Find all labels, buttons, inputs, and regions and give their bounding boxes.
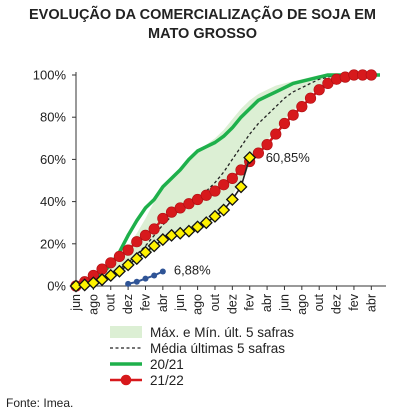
point-22-23 — [243, 151, 257, 165]
y-tick-label: 20% — [40, 236, 66, 251]
point-22-23 — [112, 264, 126, 278]
x-tick-label: abr — [260, 294, 274, 312]
point-21-22 — [148, 223, 160, 235]
x-tick-label: out — [104, 293, 118, 311]
point-22-23 — [182, 224, 196, 238]
chart-plot: 0%20%40%60%80%100%jun ago out dez fev abr jun a… — [33, 68, 386, 388]
x-tick-label: ago — [191, 294, 205, 315]
chart-title: EVOLUÇÃO DA COMERCIALIZAÇÃO DE SOJA EM M… — [0, 6, 405, 44]
x-tick-label: dez — [225, 294, 239, 314]
point-22-23 — [104, 268, 118, 282]
legend-label: Média últimas 5 safras — [150, 341, 285, 356]
point-21-22 — [209, 185, 221, 197]
x-tick-label: out — [208, 293, 222, 311]
point-21-22 — [139, 229, 152, 241]
y-tick-label: 60% — [40, 152, 66, 167]
point-22-23 — [130, 252, 144, 266]
legend-swatch-band — [110, 326, 142, 338]
point-22-23 — [199, 216, 213, 230]
point-21-22 — [105, 257, 117, 269]
x-tick-label: jun — [277, 294, 291, 312]
point-21-22 — [252, 147, 264, 159]
point-22-23 — [191, 220, 205, 234]
point-21-22 — [96, 263, 108, 275]
x-tick-label: fev — [243, 293, 257, 310]
legend-label: Máx. e Mín. últ. 5 safras — [150, 325, 294, 340]
x-tick-label: jun — [173, 294, 187, 312]
point-21-22 — [287, 109, 299, 121]
point-22-23 — [138, 245, 153, 259]
y-tick-label: 80% — [40, 110, 66, 125]
end-label-23-24: 6,88% — [174, 262, 211, 277]
series-line-20-21 — [75, 73, 380, 288]
x-tick-label: fev — [138, 293, 152, 310]
point-22-23 — [156, 233, 170, 247]
point-21-22 — [113, 250, 126, 263]
point-22-23 — [147, 239, 161, 253]
legend-label: 21/22 — [150, 373, 184, 388]
point-22-23 — [217, 203, 231, 217]
chart-title-line-1: EVOLUÇÃO DA COMERCIALIZAÇÃO DE SOJA EM — [29, 7, 376, 23]
x-tick-label: ago — [86, 294, 100, 315]
point-22-23 — [234, 180, 248, 194]
point-21-22 — [313, 84, 325, 96]
x-tick-label: out — [312, 293, 326, 311]
y-tick-label: 0% — [47, 279, 66, 294]
point-23-24 — [142, 275, 149, 282]
x-tick-label: dez — [121, 294, 135, 314]
chart-title-line-2: MATO GROSSO — [147, 26, 258, 42]
point-21-22 — [261, 139, 273, 151]
point-21-22 — [122, 244, 134, 256]
source-note: Fonte: Imea. — [6, 396, 74, 410]
point-22-23 — [95, 273, 109, 287]
x-tick-label: ago — [295, 294, 309, 315]
y-tick-label: 40% — [40, 194, 66, 209]
x-tick-label: fev — [347, 293, 361, 310]
point-21-22 — [131, 236, 143, 248]
point-23-24 — [159, 268, 166, 275]
legend-label: 20/21 — [150, 357, 184, 372]
point-21-22 — [365, 69, 377, 81]
point-23-24 — [151, 272, 158, 279]
point-21-22 — [296, 101, 308, 113]
point-21-22 — [278, 117, 291, 130]
point-22-23 — [208, 209, 222, 223]
point-23-24 — [133, 278, 140, 285]
point-22-23 — [121, 258, 135, 272]
point-21-22 — [157, 212, 169, 225]
point-21-22 — [218, 179, 230, 191]
x-tick-label: abr — [364, 294, 378, 312]
point-21-22 — [226, 172, 238, 184]
x-tick-label: dez — [330, 294, 344, 314]
end-label-22-23: 60,85% — [266, 150, 311, 165]
point-21-22 — [304, 92, 317, 104]
x-tick-label: jun — [69, 294, 83, 312]
y-tick-label: 100% — [33, 68, 67, 83]
legend-swatch-21-22-marker — [120, 374, 132, 386]
point-22-23 — [225, 192, 239, 207]
x-tick-label: abr — [156, 294, 170, 312]
point-23-24 — [125, 280, 132, 287]
point-21-22 — [270, 128, 282, 140]
